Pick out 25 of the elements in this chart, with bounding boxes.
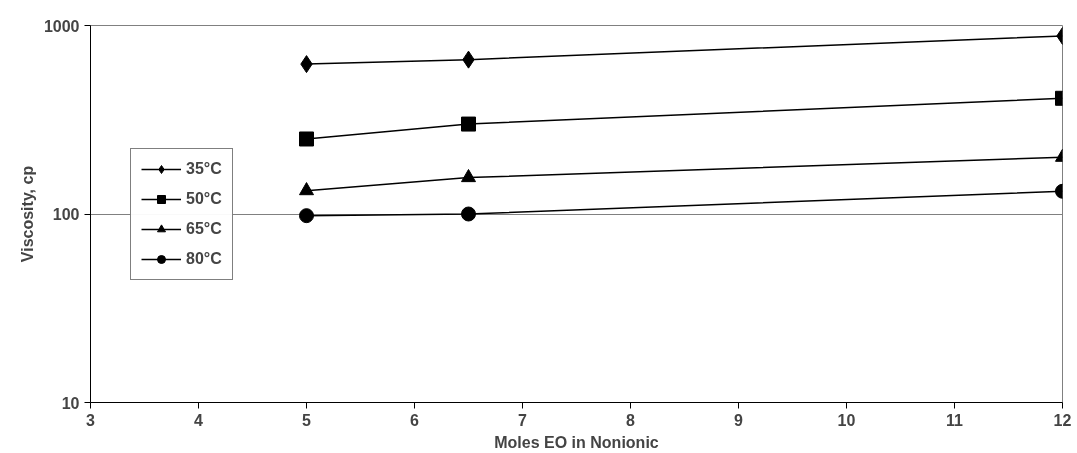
legend-label: 50°C <box>186 189 222 208</box>
x-tick-label: 7 <box>518 411 528 429</box>
point <box>461 169 476 183</box>
point <box>299 208 314 224</box>
y-axis-title: Viscosity, cp <box>18 165 36 263</box>
x-tick-label: 3 <box>86 411 96 429</box>
point <box>299 131 314 147</box>
point <box>299 182 314 196</box>
legend-label: 80°C <box>186 249 222 268</box>
y-tick-label: 100 <box>52 206 80 223</box>
x-tick-label: 10 <box>837 411 856 429</box>
x-tick-label: 4 <box>194 411 204 429</box>
y-tick-label: 1000 <box>43 17 80 35</box>
x-tick-label: 5 <box>302 411 312 429</box>
point <box>461 206 476 222</box>
x-tick-label: 9 <box>734 411 744 429</box>
x-tick-label: 12 <box>1053 411 1072 429</box>
y-tick-label: 10 <box>61 394 80 412</box>
legend-label: 65°C <box>186 219 222 238</box>
point <box>461 116 476 132</box>
x-axis-title: Moles EO in Nonionic <box>494 433 659 451</box>
x-tick-label: 11 <box>946 411 964 429</box>
x-tick-label: 8 <box>626 411 636 429</box>
x-tick-label: 6 <box>410 411 420 429</box>
legend-label: 35°C <box>186 159 222 178</box>
